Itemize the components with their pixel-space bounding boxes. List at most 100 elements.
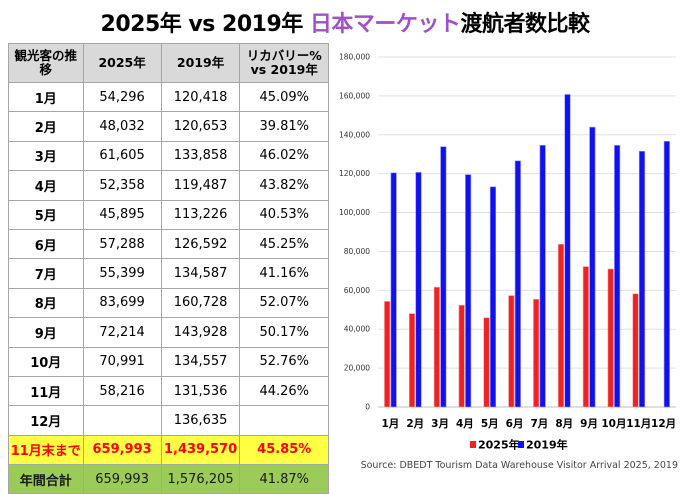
bar-2025-2: [408, 313, 416, 408]
value-2019-cell: 160,728: [160, 287, 241, 319]
bar-2025-3: [433, 286, 440, 408]
value-2025-cell: 58,216: [82, 375, 162, 407]
bar-2019-6: [514, 160, 521, 408]
visitor-table: 観光客の推移 2025年 2019年 リカバリー% vs 2019年 1月 54,…: [8, 43, 329, 494]
recovery-cell: 44.26%: [239, 375, 329, 407]
y-tick-label: 80,000: [344, 247, 370, 256]
value-2019-cell: 136,635: [160, 405, 241, 436]
y-tick-label: 120,000: [339, 169, 370, 178]
value-2025-cell: 45,895: [82, 199, 162, 230]
value-2025-cell: 70,991: [82, 346, 162, 377]
x-tick-label: 10月: [601, 418, 626, 430]
bar-2025-7: [533, 298, 540, 408]
value-2019-cell: 134,557: [160, 346, 241, 377]
header-recovery: リカバリー% vs 2019年: [239, 43, 329, 83]
month-cell: 1月: [8, 81, 84, 113]
table-header-row: 観光客の推移 2025年 2019年 リカバリー% vs 2019年: [8, 43, 329, 83]
value-2025-cell: 55,399: [82, 258, 162, 289]
y-tick-label: 160,000: [339, 91, 370, 100]
bar-2019-2: [415, 172, 422, 408]
bar-2019-9: [589, 126, 596, 408]
annual-total-row: 年間合計 659,993 1,576,205 41.87%: [8, 464, 329, 494]
recovery-cell: 45.25%: [239, 228, 329, 260]
bar-2019-3: [440, 146, 447, 408]
table-row: 10月 70,991 134,557 52.76%: [8, 346, 329, 377]
recovery-cell: 46.02%: [239, 140, 329, 172]
value-2019-cell: 113,226: [160, 199, 241, 230]
bar-2019-8: [564, 94, 571, 408]
value-2025-cell: [82, 405, 162, 436]
table-row: 3月 61,605 133,858 46.02%: [8, 140, 329, 172]
table-row: 9月 72,214 143,928 50.17%: [8, 317, 329, 348]
total-label: 年間合計: [8, 464, 84, 494]
value-2025-cell: 48,032: [82, 111, 162, 142]
ytd-label: 11月末まで: [8, 434, 84, 466]
month-cell: 6月: [8, 228, 84, 260]
x-tick-label: 9月: [580, 418, 598, 430]
table-row: 4月 52,358 119,487 43.82%: [8, 170, 329, 201]
page-title: 2025年 vs 2019年 日本マーケット渡航者数比較: [0, 6, 690, 38]
value-2025-cell: 52,358: [82, 170, 162, 201]
month-cell: 9月: [8, 317, 84, 348]
value-2025-cell: 61,605: [82, 140, 162, 172]
value-2025-cell: 54,296: [82, 81, 162, 113]
value-2025-cell: 72,214: [82, 317, 162, 348]
month-cell: 8月: [8, 287, 84, 319]
legend-label-2025: 2025年: [478, 438, 520, 452]
header-trend: 観光客の推移: [8, 43, 84, 83]
month-cell: 4月: [8, 170, 84, 201]
bars: [384, 94, 670, 408]
table-row: 1月 54,296 120,418 45.09%: [8, 81, 329, 113]
value-2019-cell: 134,587: [160, 258, 241, 289]
header-2025: 2025年: [82, 43, 162, 83]
x-tick-label: 3月: [431, 418, 449, 430]
bar-2025-8: [557, 243, 565, 408]
month-cell: 5月: [8, 199, 84, 230]
title-accent: 日本マーケット: [309, 12, 461, 37]
value-2019-cell: 119,487: [160, 170, 241, 201]
x-tick-label: 5月: [481, 418, 499, 430]
bar-2025-9: [582, 266, 589, 408]
x-tick-label: 1月: [382, 418, 400, 430]
bar-2025-4: [458, 304, 465, 408]
bar-2019-7: [539, 145, 546, 408]
bar-chart: 0 20,000 40,000 60,000 80,000 100,000 120,000 1…: [339, 53, 677, 452]
legend: 2025年 2019年: [470, 438, 568, 452]
value-2019-cell: 120,653: [160, 111, 241, 142]
y-tick-label: 20,000: [344, 364, 370, 373]
bar-2025-1: [384, 301, 391, 408]
x-tick-label: 12月: [651, 418, 676, 430]
table-row: 5月 45,895 113,226 40.53%: [8, 199, 329, 230]
y-tick-label: 0: [365, 403, 370, 412]
x-tick-label: 11月: [626, 418, 651, 430]
y-tick-label: 140,000: [339, 130, 370, 139]
recovery-cell: 41.16%: [239, 258, 329, 289]
value-2019-cell: 133,858: [160, 140, 241, 172]
source-note: Source: DBEDT Tourism Data Warehouse Vis…: [360, 460, 678, 471]
ytd-2019: 1,439,570: [160, 434, 241, 466]
recovery-cell: 39.81%: [239, 111, 329, 142]
bar-2019-5: [489, 186, 497, 408]
month-cell: 2月: [8, 111, 84, 142]
legend-swatch-2019: [518, 441, 524, 448]
bar-2025-6: [508, 295, 515, 408]
header-2019: 2019年: [160, 43, 241, 83]
ytd-2025: 659,993: [82, 434, 162, 466]
table-row: 2月 48,032 120,653 39.81%: [8, 111, 329, 142]
total-recovery: 41.87%: [239, 464, 329, 494]
x-axis-labels: 1月 2月 3月 4月 5月 6月 7月 8月 9月 10月 11月 12月: [382, 418, 677, 430]
table-row: 6月 57,288 126,592 45.25%: [8, 228, 329, 260]
recovery-cell: 52.76%: [239, 346, 329, 377]
title-prefix: 2025年 vs 2019年: [100, 12, 310, 37]
recovery-cell: 40.53%: [239, 199, 329, 230]
month-cell: 7月: [8, 258, 84, 289]
recovery-cell: 43.82%: [239, 170, 329, 201]
bar-2019-12: [663, 141, 670, 408]
table-row: 8月 83,699 160,728 52.07%: [8, 287, 329, 319]
ytd-row: 11月末まで 659,993 1,439,570 45.85%: [8, 434, 329, 466]
recovery-cell: 50.17%: [239, 317, 329, 348]
value-2019-cell: 120,418: [160, 81, 241, 113]
y-tick-label: 60,000: [344, 286, 370, 295]
x-tick-label: 7月: [531, 418, 549, 430]
table-row: 7月 55,399 134,587 41.16%: [8, 258, 329, 289]
